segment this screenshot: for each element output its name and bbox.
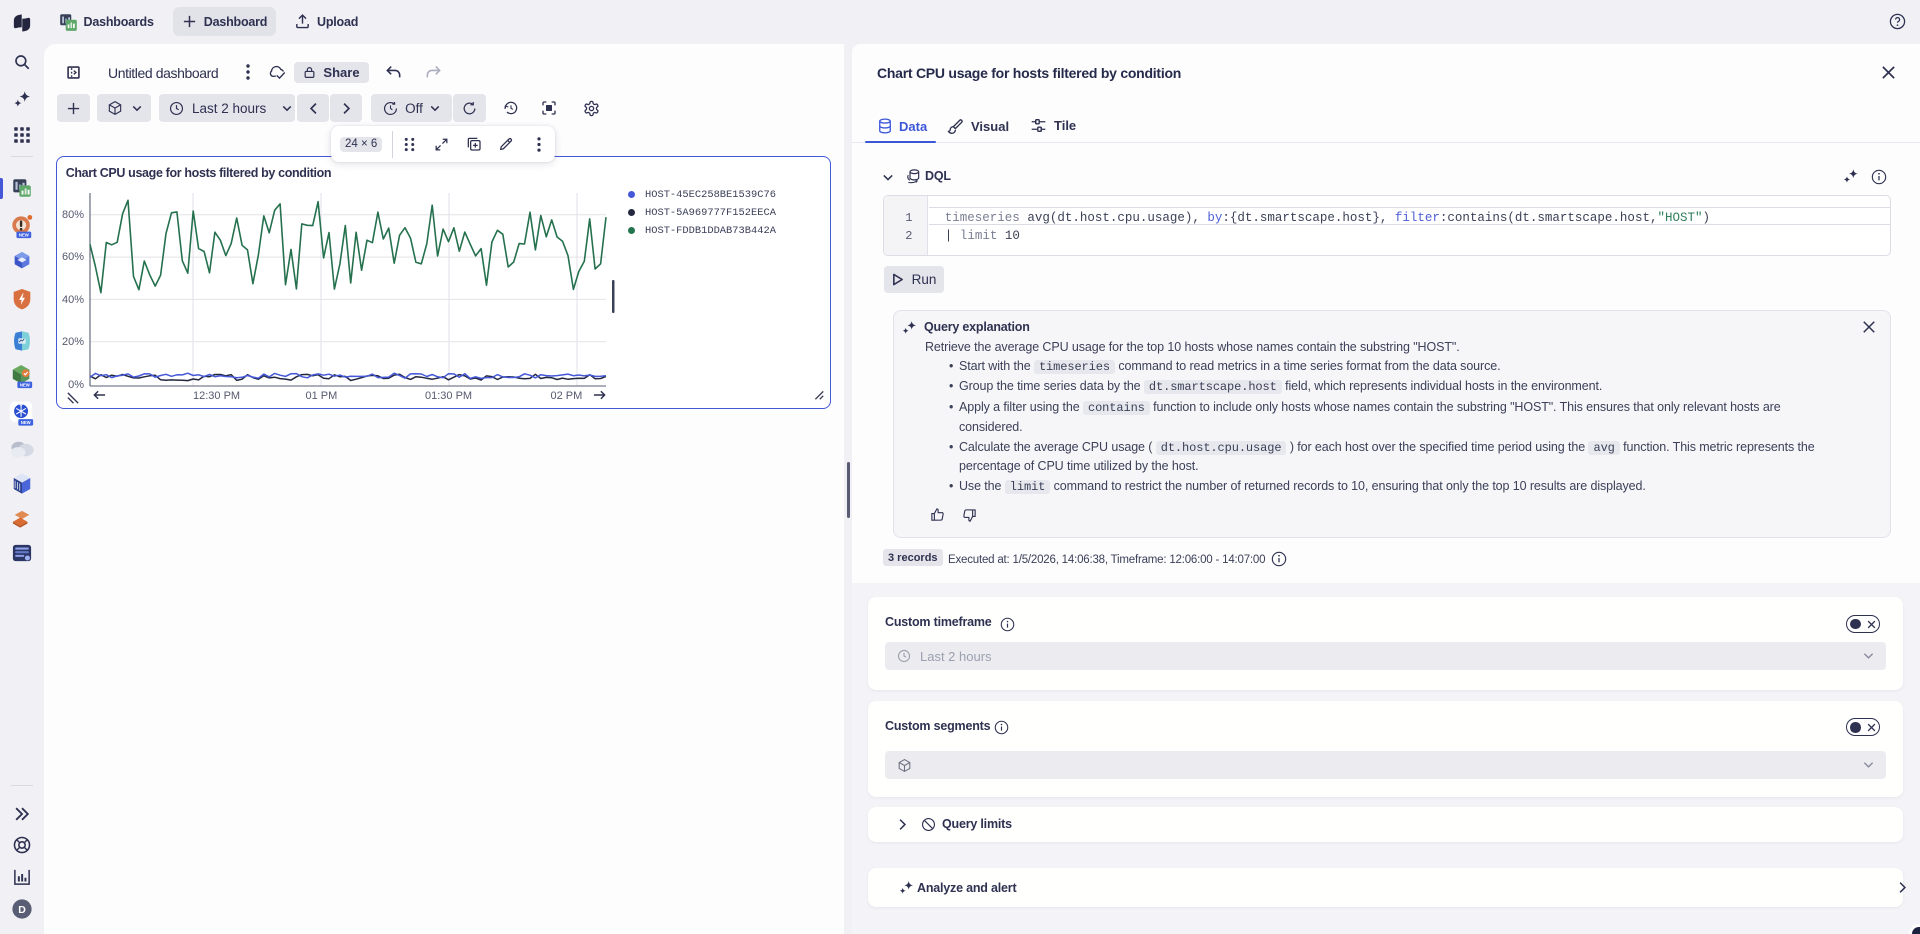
svg-text:D: D [18,904,26,916]
svg-text:NEW: NEW [19,233,29,238]
svg-text:NEW: NEW [21,420,32,425]
svg-text:NEW: NEW [20,383,30,388]
